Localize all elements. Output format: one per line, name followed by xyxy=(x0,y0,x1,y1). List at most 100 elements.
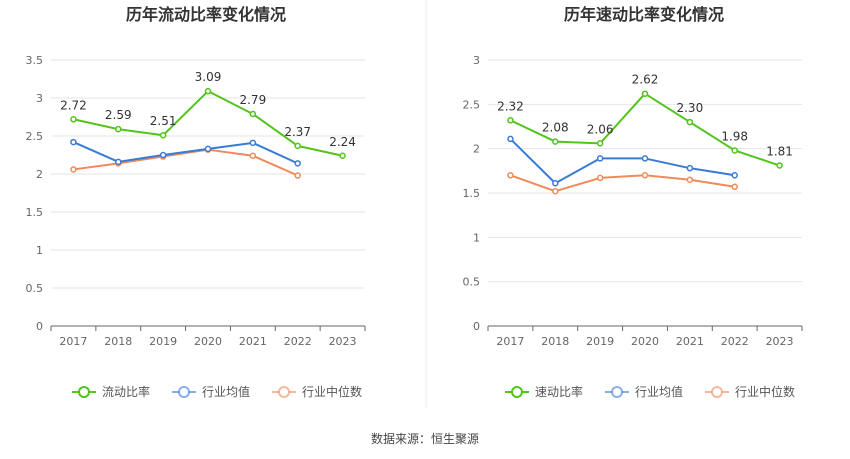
series-line xyxy=(509,138,735,185)
x-tick-label: 2022 xyxy=(284,335,312,348)
x-tick-label: 2019 xyxy=(586,335,614,348)
data-point xyxy=(596,140,604,147)
data-point xyxy=(294,160,301,167)
y-tick-label: 2.5 xyxy=(26,130,44,143)
data-point xyxy=(70,138,77,146)
y-tick-label: 1.5 xyxy=(463,187,481,200)
data-point xyxy=(159,131,167,139)
legend-label: 行业中位数 xyxy=(302,384,362,399)
data-label: 2.06 xyxy=(587,122,614,136)
data-point xyxy=(70,166,77,173)
chart-title: 历年流动比率变化情况 xyxy=(126,5,286,24)
y-tick-label: 0.5 xyxy=(463,276,481,289)
data-point xyxy=(596,155,604,162)
data-label: 2.59 xyxy=(105,108,132,122)
x-tick-label: 2020 xyxy=(194,335,222,348)
data-label: 2.62 xyxy=(632,73,659,87)
data-point xyxy=(641,155,649,162)
x-tick-label: 2018 xyxy=(104,335,132,348)
x-tick-label: 2021 xyxy=(239,335,267,348)
x-tick-label: 2019 xyxy=(149,335,177,348)
legend-swatch-marker xyxy=(178,386,190,398)
y-tick-label: 1.5 xyxy=(26,206,44,219)
data-point xyxy=(507,135,514,143)
data-point xyxy=(641,172,649,179)
data-label: 1.98 xyxy=(721,129,748,143)
data-point xyxy=(552,187,559,195)
x-tick-label: 2018 xyxy=(541,335,569,348)
data-point xyxy=(339,152,346,160)
data-point xyxy=(731,172,738,179)
data-point xyxy=(294,142,301,150)
current-ratio-chart: 历年流动比率变化情况 0 0.5 1 1.5 2 2.5 3 3.5 2017 2018 2019 20… xyxy=(26,5,366,399)
data-label: 2.37 xyxy=(284,125,311,139)
x-tick-label: 2017 xyxy=(496,335,524,348)
data-point xyxy=(70,116,77,123)
data-point xyxy=(249,152,257,160)
y-tick-label: 3.5 xyxy=(26,54,44,67)
legend-swatch-marker xyxy=(711,386,723,398)
data-point xyxy=(731,183,738,191)
y-tick-label: 2 xyxy=(473,143,480,156)
legend-label: 速动比率 xyxy=(535,384,583,399)
source-note: 数据来源：恒生聚源 xyxy=(371,431,479,446)
data-point xyxy=(641,90,649,97)
data-label: 2.08 xyxy=(542,121,569,135)
legend-label: 流动比率 xyxy=(102,384,150,399)
legend-swatch-marker xyxy=(78,386,90,398)
chart-title: 历年速动比率变化情况 xyxy=(564,5,724,24)
legend-label: 行业均值 xyxy=(635,384,683,399)
data-point xyxy=(204,87,212,95)
data-label: 2.30 xyxy=(676,101,703,115)
data-point xyxy=(552,179,559,187)
data-point xyxy=(507,117,514,124)
data-point xyxy=(115,158,122,166)
quick-ratio-chart: 历年速动比率变化情况 0 0.5 1 1.5 2 2.5 3 2017 2018 2019 2020 2… xyxy=(463,5,803,399)
data-point xyxy=(115,125,122,133)
legend-label: 行业中位数 xyxy=(735,384,795,399)
data-point xyxy=(249,110,257,118)
y-tick-label: 2 xyxy=(36,168,43,181)
x-tick-label: 2021 xyxy=(676,335,704,348)
legend-swatch-marker xyxy=(278,386,290,398)
data-point xyxy=(776,162,783,169)
x-tick-label: 2017 xyxy=(59,335,87,348)
data-label: 2.32 xyxy=(497,99,524,113)
data-label: 2.24 xyxy=(329,135,356,149)
data-point xyxy=(686,164,694,172)
data-point xyxy=(552,138,559,145)
legend-label: 行业均值 xyxy=(202,384,250,399)
x-tick-label: 2023 xyxy=(766,335,794,348)
series-line xyxy=(510,174,735,193)
y-tick-label: 1 xyxy=(36,244,43,257)
data-label: 2.51 xyxy=(150,114,177,128)
y-tick-label: 0 xyxy=(36,320,43,333)
y-tick-label: 0 xyxy=(473,320,480,333)
series-line xyxy=(73,148,299,177)
data-point xyxy=(686,118,694,126)
data-point xyxy=(249,139,257,147)
data-point xyxy=(294,172,301,179)
data-point xyxy=(204,145,212,153)
data-label: 2.79 xyxy=(239,93,266,107)
legend-swatch-marker xyxy=(511,386,523,398)
data-label: 2.72 xyxy=(60,98,87,112)
data-point xyxy=(686,176,694,183)
data-point xyxy=(731,147,738,154)
y-tick-label: 0.5 xyxy=(26,282,44,295)
data-point xyxy=(159,151,167,159)
y-tick-label: 3 xyxy=(36,92,43,105)
data-label: 1.81 xyxy=(766,145,793,159)
y-tick-label: 1 xyxy=(473,231,480,244)
legend-swatch-marker xyxy=(611,386,623,398)
series-line xyxy=(73,141,299,165)
data-point xyxy=(507,172,514,179)
y-tick-label: 3 xyxy=(473,54,480,67)
x-tick-label: 2020 xyxy=(631,335,659,348)
data-point xyxy=(596,174,604,182)
x-tick-label: 2022 xyxy=(721,335,749,348)
y-tick-label: 2.5 xyxy=(463,98,481,111)
data-label: 3.09 xyxy=(195,70,222,84)
x-tick-label: 2023 xyxy=(329,335,357,348)
